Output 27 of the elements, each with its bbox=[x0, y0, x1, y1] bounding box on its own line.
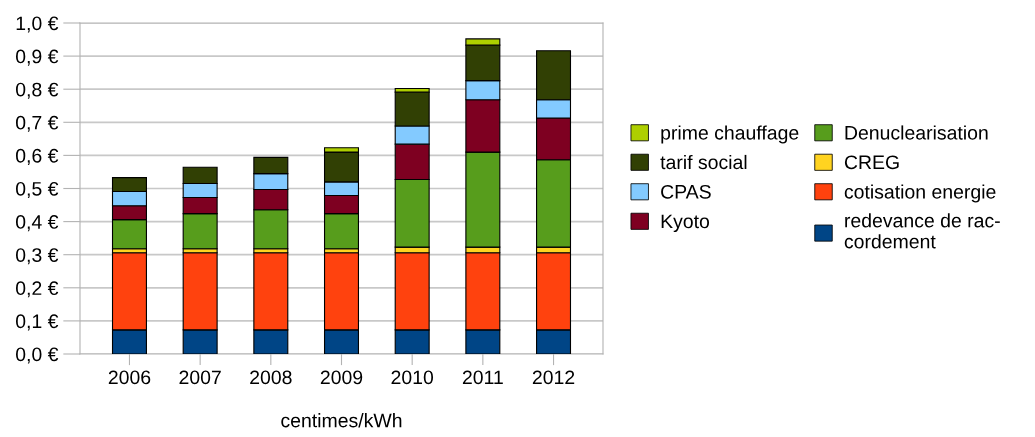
legend-label: CPAS bbox=[661, 184, 711, 199]
x-tick-label: 2011 bbox=[462, 370, 503, 385]
y-tick-label: 0,7 € bbox=[15, 115, 59, 132]
y-tick-label: 0,1 € bbox=[15, 314, 59, 331]
x-tick-label: 2009 bbox=[320, 370, 363, 385]
legend-label: prime chauffage bbox=[661, 125, 799, 144]
legend-label: tarif social bbox=[660, 154, 747, 170]
y-tick-label: 0,2 € bbox=[15, 281, 59, 298]
legend-label: CREG bbox=[844, 155, 899, 170]
y-tick-label: 0,9 € bbox=[15, 49, 59, 66]
x-tick-label: 2006 bbox=[108, 370, 151, 385]
legend-label: Denuclearisation bbox=[845, 125, 988, 140]
legend-label: redevance de rac- cordement bbox=[844, 213, 1000, 249]
x-tick-label: 2012 bbox=[532, 370, 575, 385]
x-tick-label: 2010 bbox=[391, 370, 434, 385]
y-tick-label: 0,0 € bbox=[15, 347, 59, 364]
y-tick-label: 0,6 € bbox=[15, 148, 59, 165]
legend-label: Kyoto bbox=[661, 214, 710, 233]
legend-label: cotisation energie bbox=[844, 184, 996, 203]
y-tick-label: 0,4 € bbox=[15, 215, 59, 232]
y-tick-label: 1,0 € bbox=[16, 16, 59, 33]
y-tick-label: 0,5 € bbox=[15, 181, 59, 199]
x-tick-label: 2008 bbox=[250, 370, 292, 385]
x-tick-label: 2007 bbox=[179, 370, 221, 385]
x-axis-title: centimes/kWh bbox=[281, 413, 402, 428]
y-tick-label: 0,8 € bbox=[15, 82, 59, 99]
y-tick-label: 0,3 € bbox=[15, 248, 59, 265]
